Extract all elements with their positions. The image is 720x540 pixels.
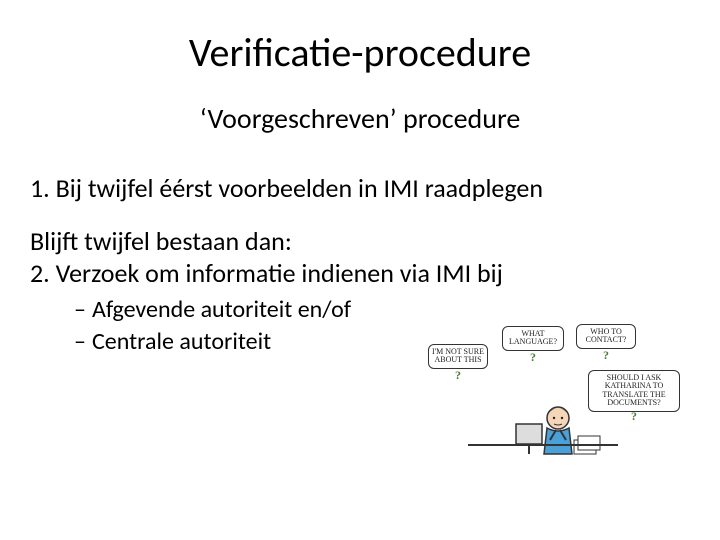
dash-icon: –	[74, 326, 92, 358]
item1-text: Bij twijfel éérst voorbeelden in IMI raa…	[56, 172, 543, 204]
question-mark-icon: ?	[631, 410, 637, 423]
bubble2-text: WHAT LANGUAGE?	[509, 329, 557, 346]
slide-title: Verificatie-procedure	[30, 28, 690, 77]
slide: Verificatie-procedure ‘Voorgeschreven’ p…	[0, 0, 720, 540]
bubble1-text: I'M NOT SURE ABOUT THIS	[432, 347, 484, 364]
item1-number: 1.	[30, 172, 50, 204]
dash-icon: –	[74, 294, 92, 326]
list-item-2: 2. Verzoek om informatie indienen via IM…	[30, 257, 690, 290]
sub-item-1: –Afgevende autoriteit en/of	[74, 294, 690, 326]
item2-number: 2.	[30, 257, 50, 289]
between-text: Blijft twijfel bestaan dan:	[30, 225, 690, 258]
bubble4-text: SHOULD I ASK KATHARINA TO TRANSLATE THE …	[602, 373, 665, 407]
question-mark-icon: ?	[603, 349, 609, 362]
sub1-text: Afgevende autoriteit en/of	[92, 295, 351, 324]
slide-subtitle: ‘Voorgeschreven’ procedure	[30, 101, 690, 136]
question-mark-icon: ?	[530, 351, 536, 364]
question-mark-icon: ?	[455, 369, 461, 382]
cartoon-image: I'M NOT SURE ABOUT THIS ? WHAT LANGUAGE?…	[428, 324, 678, 464]
thought-bubble-2: WHAT LANGUAGE? ?	[502, 326, 564, 351]
item2-text: Verzoek om informatie indienen via IMI b…	[56, 257, 503, 289]
list-item-1: 1. Bij twijfel éérst voorbeelden in IMI …	[30, 172, 690, 205]
thought-bubble-3: WHO TO CONTACT? ?	[576, 324, 636, 349]
desk-icon	[468, 444, 618, 464]
thought-bubble-1: I'M NOT SURE ABOUT THIS ?	[428, 344, 488, 369]
bubble3-text: WHO TO CONTACT?	[586, 327, 627, 344]
sub2-text: Centrale autoriteit	[92, 327, 271, 356]
